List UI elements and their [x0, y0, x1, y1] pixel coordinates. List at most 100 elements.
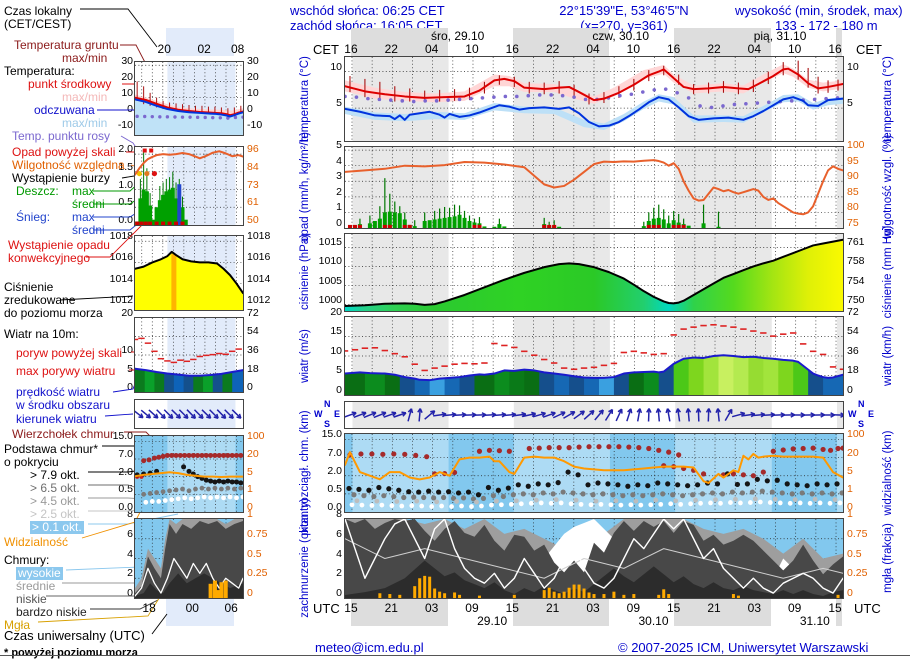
y-axis-tick-label: 0.0: [327, 501, 342, 513]
y-axis-tick-label: 72: [247, 307, 259, 319]
mini-panel-chmury: [134, 435, 244, 513]
legend-item: > 6.5 okt.: [30, 481, 80, 495]
contact-email-link[interactable]: meteo@icm.edu.pl: [315, 640, 424, 655]
legend-item: max: [72, 184, 95, 198]
y-axis-tick-label: 0.5: [118, 196, 133, 208]
utc-label-right: UTC: [854, 601, 881, 616]
night-shading-block: [512, 598, 609, 626]
legend-item: punkt środkowy: [28, 77, 112, 91]
legend-item: średni: [72, 223, 105, 237]
y-axis-tick-label: 75: [847, 217, 859, 229]
y-axis-tick-label: 0.25: [247, 567, 268, 579]
legend-item: max: [72, 210, 95, 224]
cet-tick-label: 04: [424, 42, 439, 56]
y-axis-tick-label: 0: [127, 103, 133, 115]
y-axis-tick-label: 758: [847, 255, 865, 267]
legend-item: Opad powyżej skali: [12, 145, 116, 159]
y-axis-tick-label: 10: [247, 87, 259, 99]
night-shading-block: [351, 598, 448, 626]
y-axis-tick-label: 36: [247, 344, 259, 356]
y-axis-tick-label: 1016: [109, 251, 133, 263]
y-axis-tick-label: 15: [330, 325, 342, 337]
y-axis-tick-label: 5: [847, 97, 853, 109]
y-axis-tick-label: 0: [847, 501, 853, 513]
y-axis-tick-label: -10: [117, 119, 133, 131]
y-axis-tick-label: 0: [336, 587, 342, 599]
y-axis-tick-label: 0.5: [247, 548, 262, 560]
y-axis-tick-label: 90: [847, 170, 859, 182]
y-axis-tick-label: 0: [336, 384, 342, 396]
y-axis-tick-label: 0: [247, 501, 253, 513]
y-axis-tick-label: 100: [247, 430, 265, 442]
night-shading-block: [674, 598, 771, 626]
y-axis-tick-label: 0: [127, 381, 133, 393]
legend-item: (CET/CEST): [4, 17, 72, 31]
y-axis-tick-label: 8: [336, 508, 342, 520]
cet-tick-label: 04: [586, 42, 600, 56]
cet-tick-label: 10: [626, 42, 640, 56]
legend-item: Wystąpienie opadu: [8, 238, 110, 252]
y-axis-tick-label: 20: [121, 307, 133, 319]
legend-item: wysokie: [16, 566, 63, 580]
y-axis-tick-label: 20: [247, 71, 259, 83]
date-label: 30.10: [638, 614, 669, 628]
panel-temperatura: [344, 56, 844, 142]
y-axis-tick-label: 20: [121, 71, 133, 83]
y-axis-tick-label: 0.25: [847, 567, 868, 579]
y-axis-tick-label: 0.5: [327, 483, 342, 495]
y-axis-tick-label: 4: [336, 155, 342, 167]
y-axis-tick-label: 6: [127, 528, 133, 540]
utc-tick-label: 09: [626, 601, 640, 615]
altitude-label: wysokość (min, środek, max): [735, 3, 903, 18]
altitude-values: 133 - 172 - 180 m: [775, 18, 878, 33]
y-axis-tick-label: 0.75: [847, 528, 868, 540]
y-axis-tick-label: 5: [336, 364, 342, 376]
y-axis-tick-label: 18: [847, 364, 859, 376]
axis-title-left: zachmurzenie (oktanty): [299, 498, 311, 618]
night-shading-block: [351, 28, 448, 56]
y-axis-tick-label: 761: [847, 236, 865, 248]
mini-panel-cisnienie: [134, 235, 244, 311]
y-axis-tick-label: 2: [127, 567, 133, 579]
day-label: pią, 31.10: [753, 29, 807, 43]
y-axis-tick-label: 1010: [318, 255, 342, 267]
panel-zachmurzenie: [344, 518, 844, 599]
y-axis-tick-label: 0: [247, 103, 253, 115]
panel-cisnienie: [344, 233, 844, 312]
y-axis-tick-label: 50: [247, 214, 259, 226]
date-label: 29.10: [477, 614, 508, 628]
legend-item: Ciśnienie: [4, 280, 54, 294]
night-shading-block: [674, 28, 771, 56]
y-axis-tick-label: 2: [336, 567, 342, 579]
y-axis-tick-label: 100: [847, 139, 865, 151]
y-axis-tick-label: 96: [247, 143, 259, 155]
y-axis-tick-label: 1014: [247, 273, 271, 285]
mini-shading-block: [166, 598, 235, 626]
day-label: śro, 29.10: [430, 29, 485, 43]
legend-item: > 7.9 okt.: [30, 468, 80, 482]
y-axis-tick-label: 0: [336, 217, 342, 229]
legend-item: Wystąpienie burzy: [12, 171, 110, 185]
y-axis-tick-label: 1015: [318, 236, 342, 248]
legend-item: w środku obszaru: [16, 398, 111, 412]
y-axis-tick-label: 20: [847, 447, 859, 459]
y-axis-tick-label: 7.0: [327, 447, 342, 459]
utc-tick-label: 03: [424, 601, 439, 615]
cet-tick-label: 16: [344, 42, 358, 56]
mini-utc-tick-label: 00: [185, 601, 199, 615]
legend-item: poryw powyżej skali: [16, 346, 123, 360]
y-axis-tick-label: 30: [247, 55, 259, 67]
y-axis-tick-label: 1014: [109, 273, 133, 285]
y-axis-tick-label: 1: [247, 483, 253, 495]
legend-item: Temp. punktu rosy: [12, 129, 111, 143]
y-axis-tick-label: 0.5: [847, 548, 862, 560]
legend-item: odczuwana: [34, 103, 95, 117]
utc-tick-label: 21: [707, 601, 721, 615]
y-axis-tick-label: 7.0: [118, 448, 133, 460]
legend-item: Czas uniwersalny (UTC): [4, 628, 145, 643]
y-axis-tick-label: 54: [247, 325, 259, 337]
panel-wiatr: [344, 316, 844, 396]
legend-item: konwekcyjnego: [8, 251, 91, 265]
cet-tick-label: 22: [384, 42, 398, 56]
